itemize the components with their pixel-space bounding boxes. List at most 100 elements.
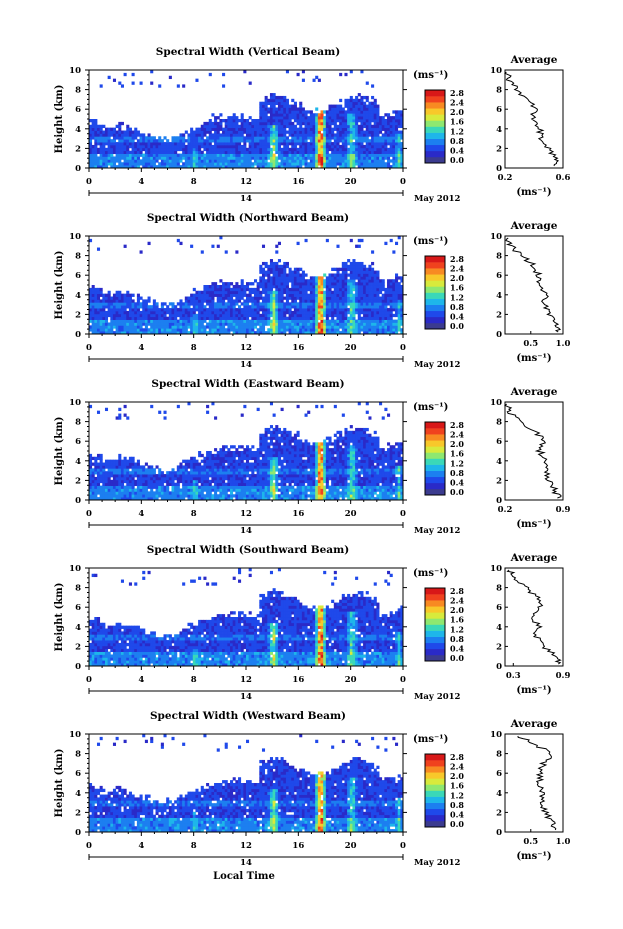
heatmap-cell — [259, 144, 263, 149]
heatmap-cell — [301, 328, 305, 332]
heatmap-cell — [94, 476, 98, 481]
heatmap-cell — [253, 119, 258, 123]
heatmap-cell — [240, 153, 244, 157]
heatmap-cell — [272, 113, 276, 117]
heatmap-cell — [99, 302, 103, 306]
heatmap-cell — [200, 305, 204, 309]
heatmap-cell — [397, 328, 401, 332]
heatmap-cell — [259, 107, 263, 111]
heatmap-cell — [365, 302, 369, 306]
heatmap-cell — [171, 305, 175, 309]
heatmap-cell — [102, 325, 106, 329]
heatmap-cell — [251, 165, 255, 169]
heatmap-cell — [349, 310, 353, 315]
heatmap-cell — [267, 150, 271, 154]
heatmap-cell — [222, 313, 226, 318]
heatmap-cell — [360, 273, 364, 277]
heatmap-cell — [315, 279, 319, 283]
heatmap-cell — [357, 331, 361, 335]
heatmap-cell — [235, 310, 239, 315]
heatmap-cell — [99, 328, 103, 332]
heatmap-cell — [256, 127, 260, 131]
heatmap-cell — [240, 290, 244, 295]
heatmap-cell — [315, 133, 319, 137]
heatmap-cell — [304, 162, 308, 166]
heatmap-cell — [280, 110, 284, 114]
heatmap-cell — [139, 313, 143, 318]
heatmap-cell — [291, 273, 295, 277]
heatmap-cell — [397, 310, 401, 315]
heatmap-cell — [299, 325, 303, 329]
heatmap-cell — [150, 476, 154, 481]
panel-title: Spectral Width (Vertical Beam) — [156, 46, 340, 58]
heatmap-cell — [363, 319, 367, 323]
heatmap-cell — [285, 293, 289, 297]
heatmap-cell — [112, 127, 117, 131]
heatmap-cell — [230, 296, 234, 300]
heatmap-cell — [123, 142, 127, 146]
heatmap-cell — [299, 276, 303, 280]
heatmap-cell — [275, 144, 279, 149]
colorbar-swatch — [425, 292, 445, 299]
heatmap-cell — [384, 287, 388, 292]
heatmap-cell — [144, 147, 148, 152]
heatmap-cell — [352, 107, 356, 111]
heatmap-cell — [160, 497, 164, 501]
heatmap-cell — [352, 165, 356, 169]
heatmap-cell — [115, 310, 119, 315]
heatmap-cell — [323, 147, 327, 152]
heatmap-cell — [387, 139, 391, 143]
avg-y-tick-label: 10 — [490, 66, 502, 76]
heatmap-cell — [128, 494, 132, 498]
heatmap-cell — [349, 147, 353, 152]
heatmap-cell — [211, 127, 215, 131]
heatmap-cell — [232, 302, 236, 306]
heatmap-cell — [336, 325, 340, 329]
heatmap-cell — [198, 144, 202, 149]
heatmap-cell — [395, 241, 399, 246]
heatmap-cell — [176, 156, 180, 160]
heatmap-cell — [373, 273, 377, 277]
heatmap-cell — [341, 264, 345, 269]
heatmap-cell — [333, 104, 337, 108]
heatmap-cell — [360, 267, 364, 271]
heatmap-cell — [261, 101, 266, 105]
heatmap-cell — [171, 474, 175, 478]
heatmap-cell — [392, 308, 396, 312]
heatmap-cell — [238, 319, 242, 323]
heatmap-cell — [187, 459, 191, 463]
heatmap-cell — [389, 150, 393, 154]
heatmap-cell — [291, 287, 295, 292]
heatmap-cell — [275, 313, 279, 318]
heatmap-cell — [397, 139, 401, 143]
heatmap-cell — [128, 136, 132, 140]
heatmap-cell — [187, 488, 191, 492]
heatmap-cell — [246, 313, 250, 318]
heatmap-cell — [323, 282, 327, 286]
heatmap-cell — [347, 319, 351, 323]
heatmap-cell — [288, 119, 292, 123]
heatmap-cell — [341, 290, 345, 295]
heatmap-cell — [323, 285, 327, 289]
heatmap-cell — [110, 459, 114, 463]
heatmap-cell — [365, 121, 369, 126]
heatmap-cell — [235, 250, 239, 254]
heatmap-cell — [227, 150, 231, 154]
heatmap-cell — [336, 136, 340, 140]
heatmap-cell — [275, 116, 279, 120]
heatmap-cell — [222, 319, 226, 323]
heatmap-cell — [317, 296, 321, 300]
heatmap-cell — [176, 328, 180, 332]
heatmap-cell — [232, 328, 236, 332]
colorbar-swatch — [425, 322, 445, 330]
heatmap-cell — [240, 116, 244, 120]
heatmap-cell — [288, 316, 292, 320]
heatmap-cell — [288, 104, 292, 108]
heatmap-cell — [296, 130, 300, 134]
heatmap-cell — [277, 305, 281, 309]
heatmap-cell — [134, 465, 138, 469]
heatmap-cell — [301, 305, 305, 309]
heatmap-cell — [246, 153, 250, 157]
heatmap-cell — [381, 127, 385, 131]
heatmap-cell — [269, 93, 274, 97]
